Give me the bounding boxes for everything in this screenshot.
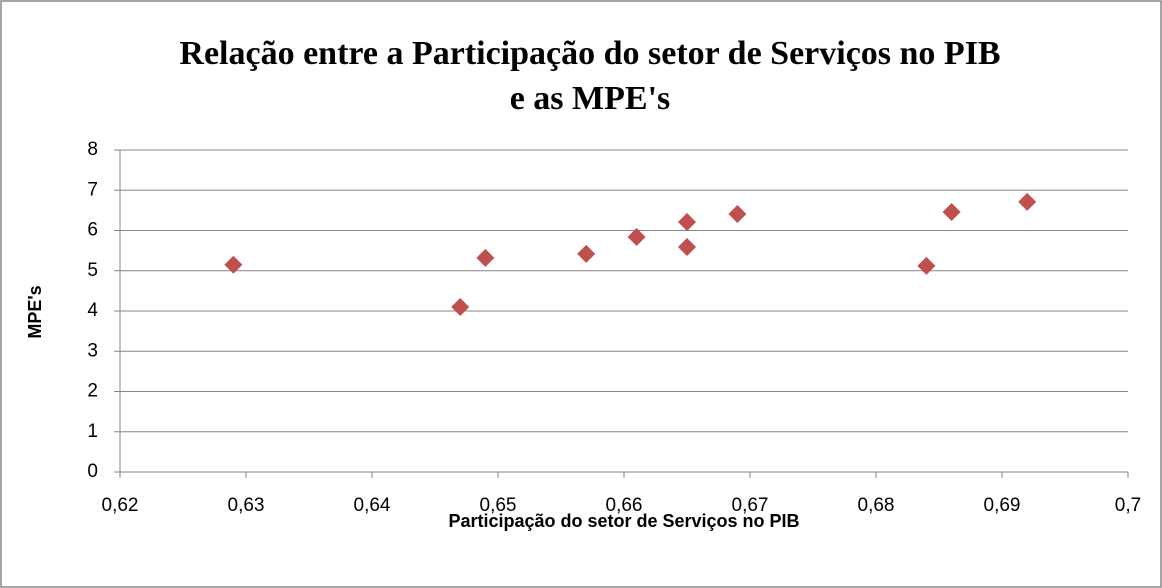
x-tick-label: 0,67 bbox=[732, 495, 769, 516]
point bbox=[451, 297, 470, 316]
y-tick-label: 8 bbox=[87, 139, 98, 160]
y-tick-label: 4 bbox=[87, 300, 98, 321]
x-tick-label: 0,66 bbox=[606, 495, 643, 516]
point bbox=[678, 238, 696, 257]
point bbox=[678, 213, 696, 232]
point bbox=[476, 248, 495, 267]
x-tick-label: 0,64 bbox=[354, 495, 391, 516]
x-tick-label: 0,65 bbox=[480, 495, 517, 516]
x-tick-label: 0,62 bbox=[102, 495, 139, 516]
point bbox=[224, 255, 243, 274]
y-tick-label: 6 bbox=[87, 220, 98, 241]
point bbox=[728, 204, 747, 223]
point bbox=[942, 202, 961, 221]
x-axis-label: Participação do setor de Serviços no PIB bbox=[448, 511, 799, 531]
point bbox=[1018, 192, 1037, 211]
y-tick-label: 0 bbox=[87, 461, 98, 482]
y-tick-label: 5 bbox=[87, 260, 98, 281]
y-tick-label: 1 bbox=[87, 421, 98, 442]
chart-title: Relação entre a Participação do setor de… bbox=[179, 35, 1000, 72]
x-tick-label: 0,69 bbox=[984, 495, 1021, 516]
y-tick-label: 7 bbox=[87, 179, 98, 200]
y-tick-label: 2 bbox=[87, 381, 98, 402]
x-tick-label: 0,7 bbox=[1115, 495, 1141, 516]
point bbox=[917, 256, 936, 275]
point bbox=[577, 244, 596, 263]
x-tick-label: 0,68 bbox=[858, 495, 895, 516]
point bbox=[627, 227, 646, 246]
y-tick-label: 3 bbox=[87, 340, 98, 361]
chart-title: e as MPE's bbox=[510, 80, 671, 117]
x-tick-label: 0,63 bbox=[228, 495, 265, 516]
y-axis-label: MPE's bbox=[25, 285, 45, 338]
